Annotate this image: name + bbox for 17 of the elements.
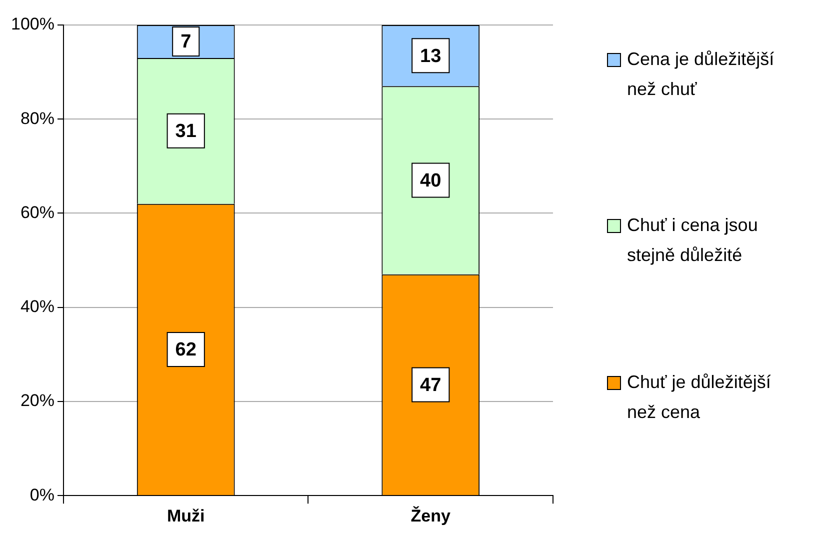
legend-label: Chuť je důležitější než cena — [627, 371, 772, 424]
y-tick-label: 60% — [20, 202, 54, 222]
data-label: 62 — [175, 340, 196, 361]
x-tick-label: Muži — [166, 506, 205, 526]
data-label: 47 — [420, 374, 442, 396]
data-label: 13 — [420, 46, 442, 67]
x-tick-label: Ženy — [410, 505, 451, 526]
data-label: 40 — [420, 170, 442, 192]
y-tick-label: 20% — [20, 391, 54, 410]
data-label: 31 — [175, 121, 197, 142]
y-tick-label: 0% — [30, 485, 54, 504]
y-tick-label: 40% — [20, 297, 54, 316]
y-tick-label: 80% — [20, 108, 54, 128]
legend-label: Chuť i cena jsou stejně důležité — [627, 214, 759, 267]
y-tick-label: 100% — [10, 14, 54, 34]
data-label: 7 — [180, 32, 192, 53]
legend-label: Cena je důležitější než chuť — [627, 48, 776, 101]
